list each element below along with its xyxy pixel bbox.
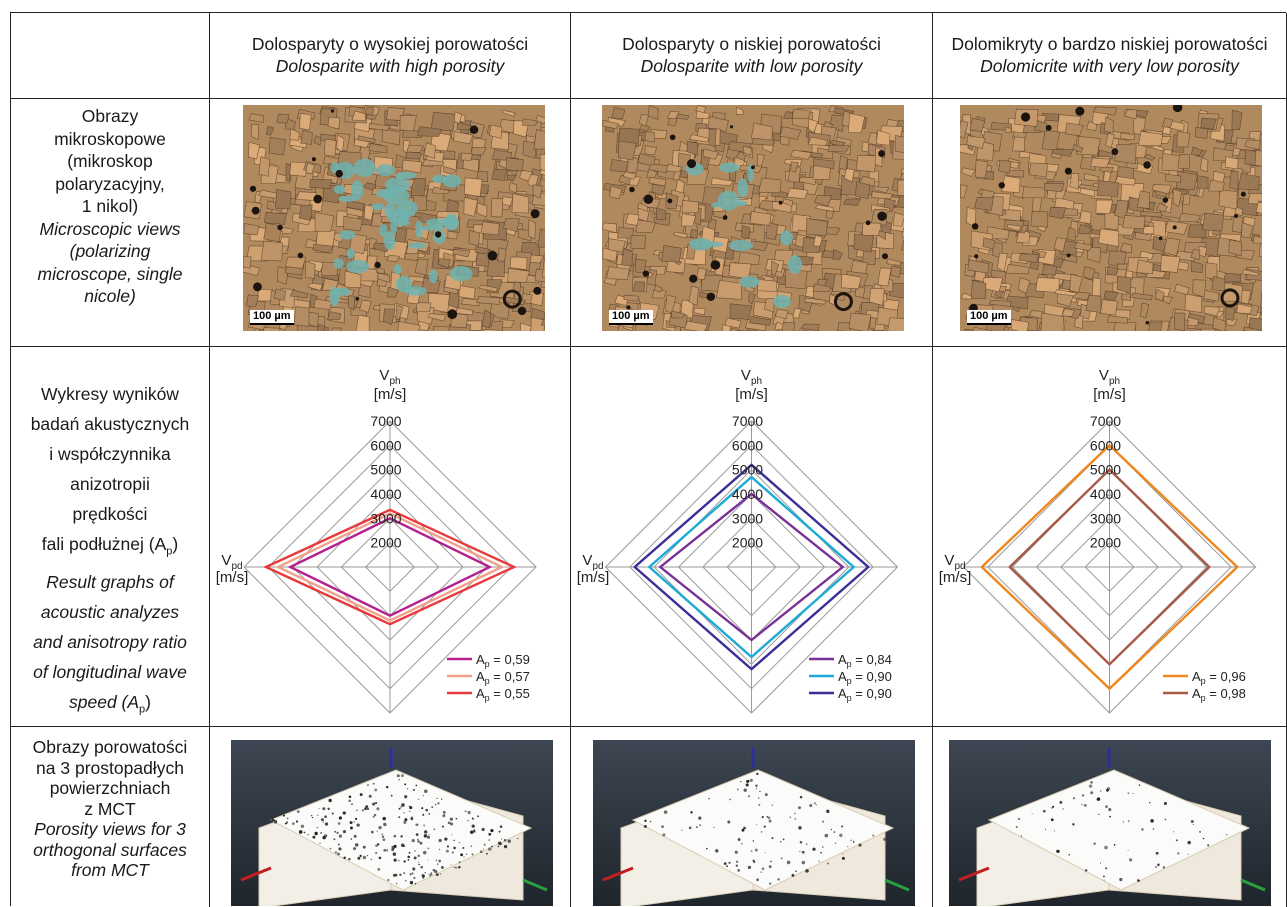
tick-label: 3000 — [370, 510, 401, 526]
label-line: and anisotropy ratio — [11, 627, 209, 657]
axis-left-unit: [m/s] — [577, 569, 610, 586]
radar-chart-low-porosity: 200030004000500060007000Vph[m/s]Vpd[m/s]… — [571, 347, 932, 726]
label-line: i współczynnika — [11, 439, 209, 469]
tick-label: 6000 — [732, 437, 763, 453]
header-col-1: Dolosparyty o wysokiej porowatości Dolos… — [210, 13, 571, 99]
tick-label: 6000 — [1090, 437, 1121, 453]
tick-label: 3000 — [1090, 510, 1121, 526]
mct-cell-2 — [571, 727, 933, 907]
label-line: polaryzacyjny, — [11, 173, 209, 196]
header-col-3: Dolomikryty o bardzo niskiej porowatości… — [933, 13, 1287, 99]
tick-label: 2000 — [1090, 535, 1121, 551]
header-col-2: Dolosparyty o niskiej porowatości Dolosp… — [571, 13, 933, 99]
label-line: Porosity views for 3 — [11, 819, 209, 840]
mct-cell-3 — [933, 727, 1287, 907]
legend-entry: Ap = 0,57 — [476, 669, 530, 686]
axis-top-label: Vph — [1099, 367, 1120, 387]
axis-left-unit: [m/s] — [216, 569, 249, 586]
row-label-radar: Wykresy wyników badań akustycznych i wsp… — [11, 347, 210, 727]
radar-chart-high-porosity: 200030004000500060007000Vph[m/s]Vpd[m/s]… — [210, 347, 570, 726]
row-label-micro: Obrazy mikroskopowe (mikroskop polaryzac… — [11, 99, 210, 347]
micro-cell-2: 100 µm — [571, 99, 933, 347]
column-title-en: Dolomicrite with very low porosity — [933, 55, 1286, 77]
tick-label: 7000 — [370, 413, 401, 429]
tick-label: 4000 — [732, 486, 763, 502]
label-line: 1 nikol) — [11, 195, 209, 218]
label-line: fali podłużnej (Ap) — [11, 529, 209, 567]
axis-top-unit: [m/s] — [1093, 386, 1126, 403]
scale-bar: 100 µm — [609, 310, 653, 325]
legend-entry: Ap = 0,90 — [838, 669, 892, 686]
legend-entry: Ap = 0,90 — [838, 686, 892, 703]
label-line: microscope, single — [11, 263, 209, 286]
microscope-image-low-porosity: 100 µm — [602, 105, 904, 331]
column-title-pl: Dolosparyty o wysokiej porowatości — [210, 33, 570, 55]
microscope-image-very-low-porosity: 100 µm — [960, 105, 1262, 331]
legend-entry: Ap = 0,59 — [476, 652, 530, 669]
tick-label: 2000 — [732, 535, 763, 551]
column-title-pl: Dolosparyty o niskiej porowatości — [571, 33, 932, 55]
tick-label: 5000 — [732, 462, 763, 478]
tick-label: 5000 — [370, 462, 401, 478]
tick-label: 3000 — [732, 510, 763, 526]
scale-bar: 100 µm — [967, 310, 1011, 325]
axis-top-label: Vph — [741, 367, 762, 387]
label-line: (mikroskop — [11, 150, 209, 173]
tick-label: 5000 — [1090, 462, 1121, 478]
label-line: prędkości — [11, 499, 209, 529]
comparison-table: Dolosparyty o wysokiej porowatości Dolos… — [10, 12, 1286, 906]
axis-left-unit: [m/s] — [939, 569, 972, 586]
column-title-en: Dolosparite with low porosity — [571, 55, 932, 77]
label-line: na 3 prostopadłych — [11, 758, 209, 779]
label-line: Microscopic views — [11, 218, 209, 241]
micro-cell-1: 100 µm — [210, 99, 571, 347]
tick-label: 7000 — [1090, 413, 1121, 429]
label-line: nicole) — [11, 285, 209, 308]
column-title-en: Dolosparite with high porosity — [210, 55, 570, 77]
mct-cell-1 — [210, 727, 571, 907]
column-title-pl: Dolomikryty o bardzo niskiej porowatości — [933, 33, 1286, 55]
scale-bar: 100 µm — [250, 310, 294, 325]
label-line: powierzchniach — [11, 778, 209, 799]
legend-entry: Ap = 0,98 — [1192, 686, 1246, 703]
mct-porosity-view-very-low — [949, 740, 1271, 906]
legend-entry: Ap = 0,84 — [838, 652, 892, 669]
tick-label: 7000 — [732, 413, 763, 429]
label-line: mikroskopowe — [11, 128, 209, 151]
label-line: Wykresy wyników — [11, 379, 209, 409]
label-line: acoustic analyzes — [11, 597, 209, 627]
label-line: anizotropii — [11, 469, 209, 499]
label-line: Obrazy porowatości — [11, 737, 209, 758]
legend-entry: Ap = 0,96 — [1192, 669, 1246, 686]
label-line: Result graphs of — [11, 567, 209, 597]
label-line: z MCT — [11, 799, 209, 820]
label-line: Obrazy — [11, 105, 209, 128]
micro-cell-3: 100 µm — [933, 99, 1287, 347]
axis-top-label: Vph — [379, 367, 400, 387]
label-line: from MCT — [11, 860, 209, 881]
label-line: badań akustycznych — [11, 409, 209, 439]
microscope-image-high-porosity: 100 µm — [243, 105, 545, 331]
mct-porosity-view-high — [231, 740, 553, 906]
tick-label: 4000 — [1090, 486, 1121, 502]
tick-label: 4000 — [370, 486, 401, 502]
row-label-mct: Obrazy porowatości na 3 prostopadłych po… — [11, 727, 210, 907]
radar-chart-very-low-porosity: 200030004000500060007000Vph[m/s]Vpd[m/s]… — [933, 347, 1286, 726]
mct-porosity-view-low — [593, 740, 915, 906]
label-line: (polarizing — [11, 240, 209, 263]
label-line: of longitudinal wave — [11, 657, 209, 687]
label-line: speed (Ap) — [11, 687, 209, 725]
axis-top-unit: [m/s] — [735, 386, 768, 403]
axis-top-unit: [m/s] — [374, 386, 407, 403]
label-line: orthogonal surfaces — [11, 840, 209, 861]
header-corner-cell — [11, 13, 210, 99]
tick-label: 2000 — [370, 535, 401, 551]
tick-label: 6000 — [370, 437, 401, 453]
legend-entry: Ap = 0,55 — [476, 686, 530, 703]
